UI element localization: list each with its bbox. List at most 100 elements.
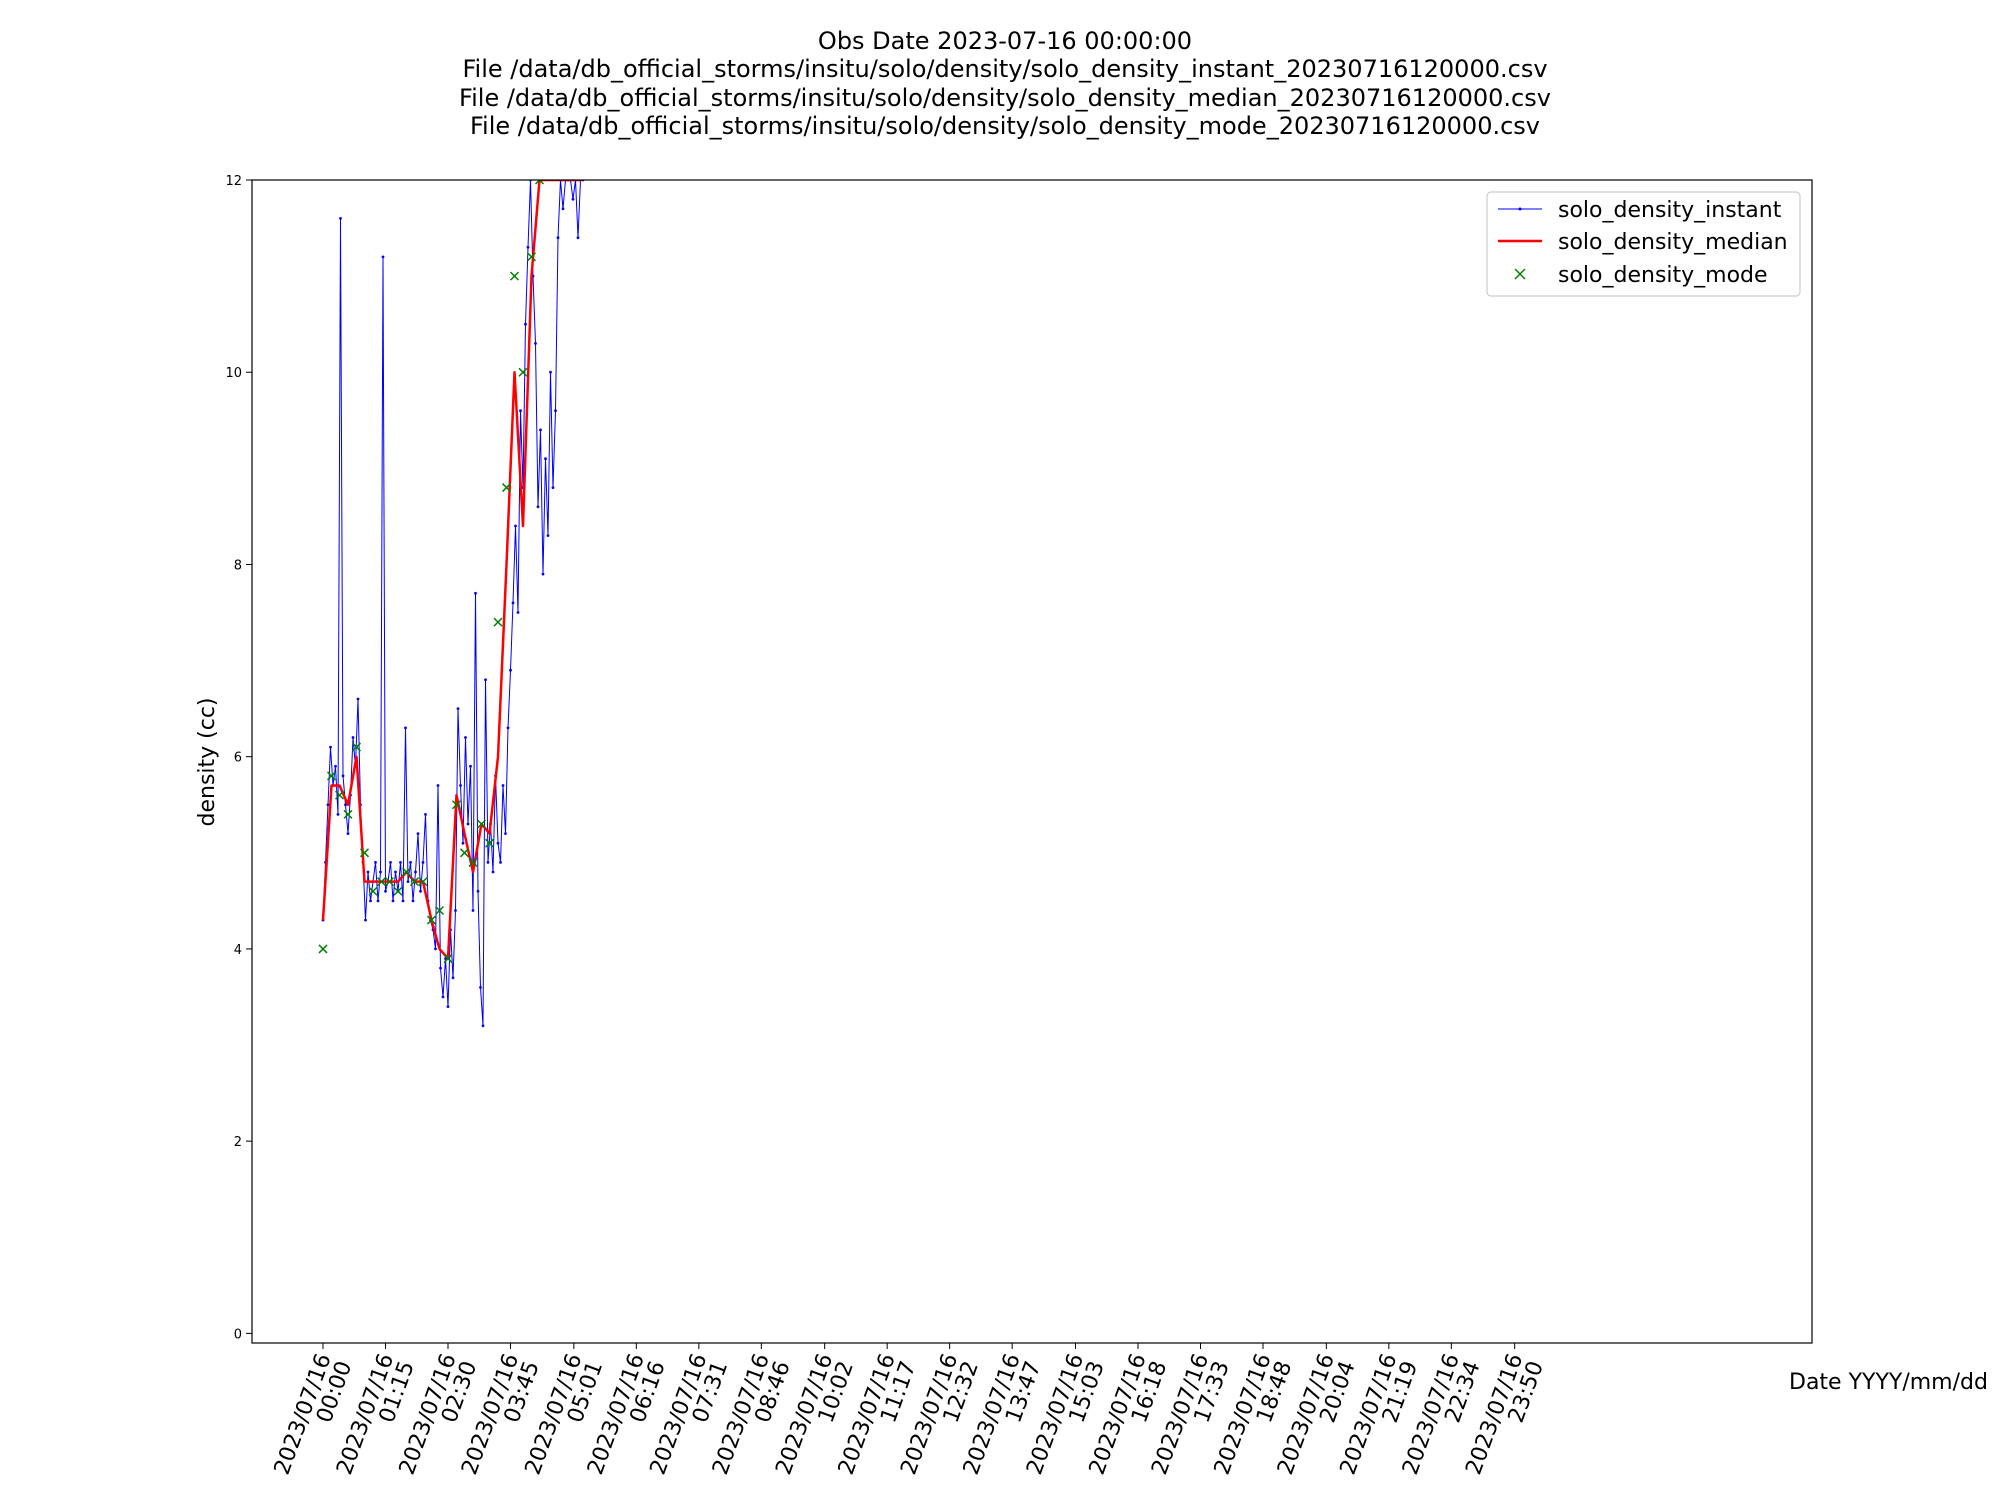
data-point-solo-density-instant	[341, 774, 345, 778]
y-axis: 0 2 4 6 8 10 12	[225, 174, 252, 1342]
data-point-solo-density-instant	[411, 899, 415, 903]
data-point-solo-density-instant	[451, 976, 455, 980]
data-point-solo-density-mode	[418, 877, 428, 887]
legend-marker-instant	[1518, 207, 1522, 211]
data-point-solo-density-instant	[389, 861, 392, 864]
data-point-solo-density-instant	[366, 870, 370, 874]
y-tick-label: 8	[234, 558, 242, 573]
data-point-solo-density-instant	[456, 707, 460, 710]
data-point-solo-density-instant	[344, 803, 347, 807]
data-point-solo-density-instant	[336, 813, 340, 816]
data-point-solo-density-mode	[426, 915, 437, 925]
y-axis-label: density (cc)	[195, 697, 220, 826]
data-point-solo-density-instant	[576, 236, 580, 240]
legend: solo_density_instant solo_density_median…	[1486, 191, 1801, 297]
data-point-solo-density-instant	[536, 505, 540, 509]
data-point-solo-density-instant	[384, 889, 387, 893]
data-point-solo-density-instant	[326, 803, 330, 807]
y-tick-label: 0	[234, 1327, 242, 1342]
data-point-solo-density-instant	[399, 861, 402, 864]
title-line-instant-file: File /data/db_official_storms/insitu/sol…	[462, 55, 1547, 83]
data-point-solo-density-instant	[491, 870, 495, 874]
y-tick-label: 12	[225, 174, 242, 189]
data-point-solo-density-instant	[346, 832, 350, 835]
y-tick-label: 10	[225, 366, 242, 381]
title-line-obs-date: Obs Date 2023-07-16 00:00:00	[818, 27, 1192, 55]
data-point-solo-density-instant	[519, 409, 522, 413]
data-point-solo-density-instant	[441, 995, 445, 999]
y-tick-label: 6	[234, 751, 242, 766]
data-point-solo-density-instant	[424, 813, 427, 816]
data-point-solo-density-instant	[351, 736, 355, 739]
x-axis: 2023/07/1600:002023/07/1601:152023/07/16…	[270, 1343, 1549, 1478]
data-point-solo-density-instant	[506, 726, 510, 730]
data-point-solo-density-instant	[544, 457, 547, 461]
data-point-solo-density-mode	[501, 483, 512, 493]
data-point-solo-density-instant	[419, 889, 422, 893]
series-line-solo-density-median	[321, 180, 582, 960]
data-point-solo-density-instant	[439, 966, 442, 970]
data-point-solo-density-instant	[446, 1005, 450, 1008]
data-point-solo-density-instant	[484, 678, 487, 682]
legend-box	[1486, 191, 1801, 297]
data-point-solo-density-instant	[369, 899, 372, 903]
data-point-solo-density-mode	[318, 944, 328, 954]
data-point-solo-density-mode	[326, 771, 337, 781]
data-point-solo-density-instant	[554, 409, 557, 413]
legend-label-mode: solo_density_mode	[1558, 263, 1768, 288]
data-point-solo-density-instant	[524, 322, 527, 326]
data-point-solo-density-instant	[459, 784, 462, 787]
data-point-solo-density-instant	[551, 486, 555, 489]
data-point-solo-density-mode	[376, 877, 387, 887]
data-point-solo-density-instant	[511, 601, 515, 605]
data-point-solo-density-instant	[464, 736, 467, 739]
data-point-solo-density-mode	[518, 367, 528, 377]
data-point-solo-density-instant	[421, 861, 425, 864]
data-point-solo-density-mode	[343, 809, 353, 819]
data-point-solo-density-mode	[368, 886, 378, 896]
data-point-solo-density-instant	[374, 861, 377, 864]
data-point-solo-density-instant	[499, 861, 502, 864]
data-point-solo-density-mode	[409, 877, 420, 887]
data-point-solo-density-instant	[376, 899, 380, 903]
data-point-solo-density-instant	[454, 909, 457, 912]
data-point-solo-density-instant	[334, 764, 337, 768]
data-point-solo-density-mode	[534, 180, 545, 185]
data-point-solo-density-instant	[476, 889, 480, 893]
data-point-solo-density-instant	[481, 1024, 485, 1028]
data-point-solo-density-instant	[436, 784, 440, 787]
data-point-solo-density-mode	[434, 905, 445, 916]
data-point-solo-density-mode	[401, 867, 412, 877]
data-point-solo-density-mode	[351, 742, 362, 752]
data-point-solo-density-instant	[526, 245, 530, 249]
x-axis-label: Date YYYY/mm/dd	[1789, 1370, 1988, 1395]
series-layer	[318, 180, 585, 1028]
data-point-solo-density-instant	[514, 524, 517, 528]
legend-marker-mode	[1514, 268, 1526, 280]
data-point-solo-density-mode	[476, 819, 487, 829]
y-tick-label: 4	[234, 943, 242, 958]
data-point-solo-density-instant	[549, 370, 552, 374]
title-line-median-file: File /data/db_official_storms/insitu/sol…	[459, 84, 1551, 112]
data-point-solo-density-instant	[364, 918, 367, 922]
data-point-solo-density-instant	[401, 899, 405, 903]
data-point-solo-density-instant	[571, 197, 575, 201]
data-point-solo-density-instant	[379, 870, 382, 874]
data-point-solo-density-instant	[474, 591, 477, 595]
title-line-mode-file: File /data/db_official_storms/insitu/sol…	[470, 112, 1540, 140]
data-point-solo-density-mode	[459, 848, 470, 858]
data-point-solo-density-instant	[546, 534, 550, 537]
series-line-solo-density-instant	[322, 180, 583, 1027]
data-point-solo-density-mode	[484, 838, 495, 848]
data-point-solo-density-instant	[486, 861, 490, 864]
data-point-solo-density-instant	[414, 870, 417, 874]
data-point-solo-density-instant	[339, 217, 342, 220]
data-point-solo-density-instant	[329, 745, 332, 749]
data-point-solo-density-instant	[479, 986, 482, 989]
data-point-solo-density-instant	[409, 861, 412, 864]
data-point-solo-density-instant	[509, 668, 512, 672]
data-point-solo-density-instant	[539, 428, 542, 432]
plot-area-frame	[251, 179, 1813, 1344]
data-point-solo-density-mode	[493, 617, 503, 627]
